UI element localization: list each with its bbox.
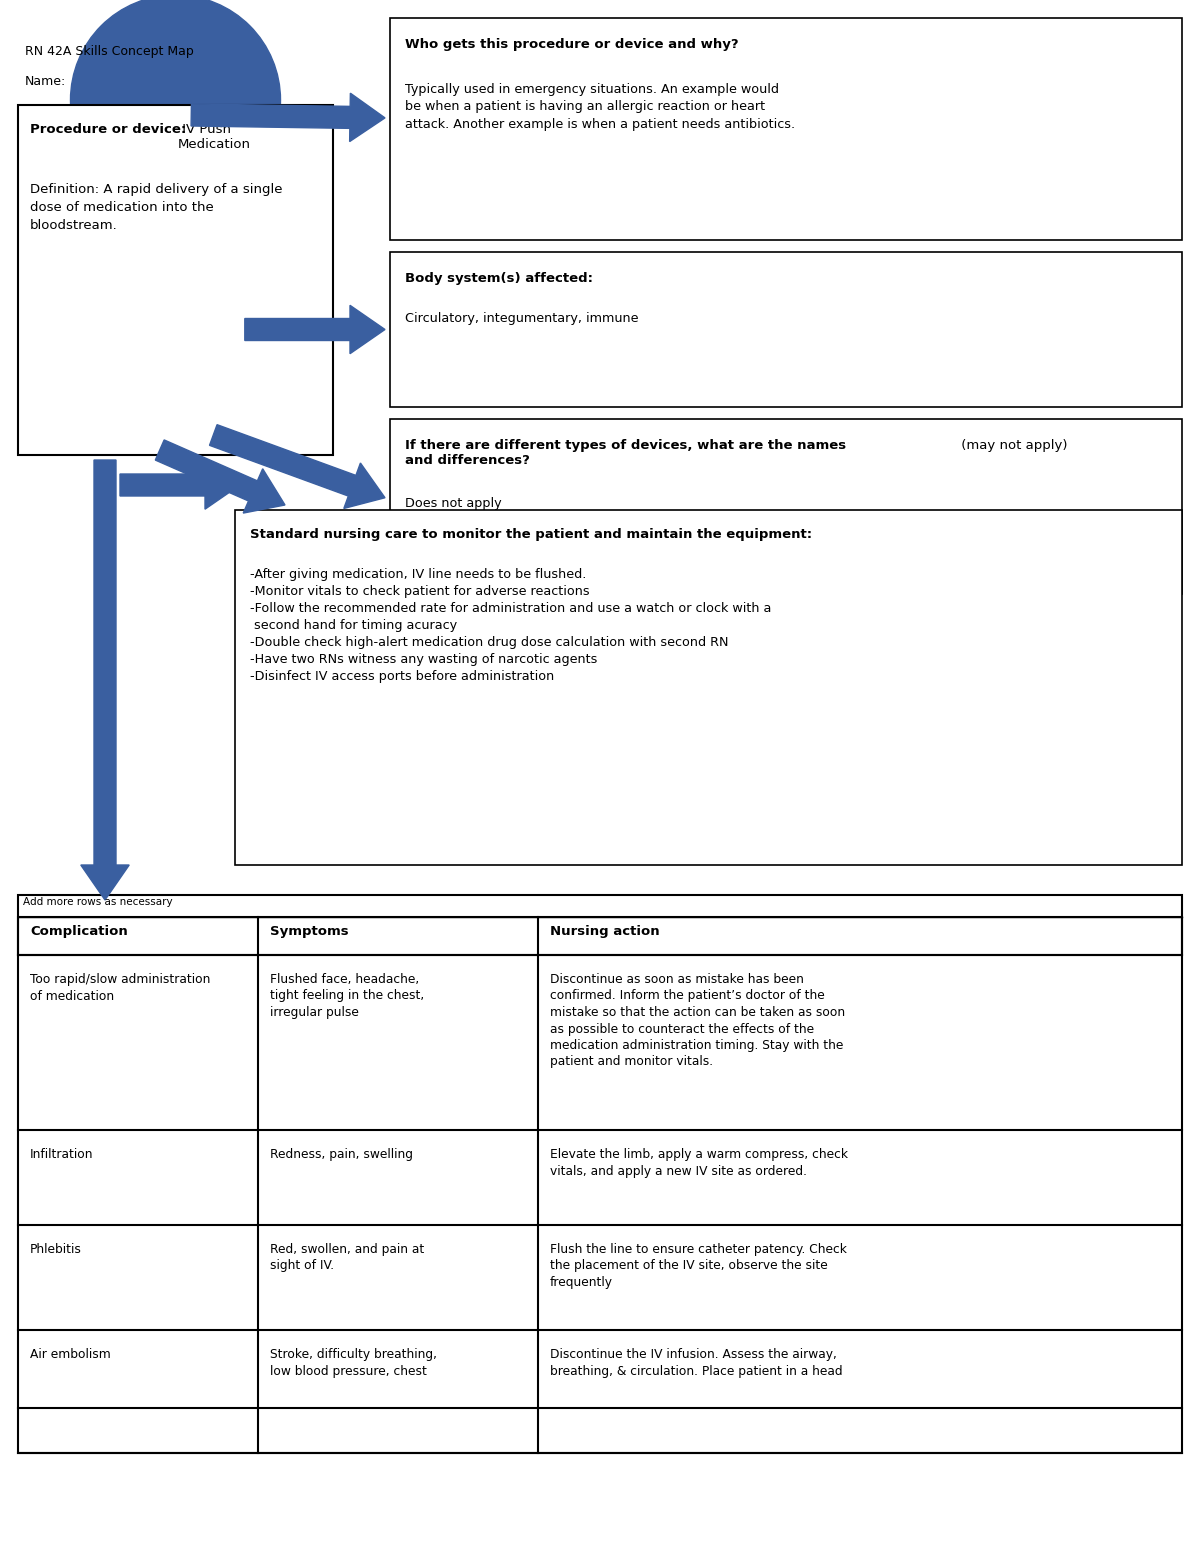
Text: Typically used in emergency situations. An example would
be when a patient is ha: Typically used in emergency situations. … <box>406 82 796 130</box>
Text: Who gets this procedure or device and why?: Who gets this procedure or device and wh… <box>406 37 739 51</box>
Text: Definition: A rapid delivery of a single
dose of medication into the
bloodstream: Definition: A rapid delivery of a single… <box>30 183 282 231</box>
Polygon shape <box>191 93 385 141</box>
Text: Redness, pain, swelling: Redness, pain, swelling <box>270 1148 413 1162</box>
Text: RN 42A Skills Concept Map: RN 42A Skills Concept Map <box>25 45 193 57</box>
Text: Body system(s) affected:: Body system(s) affected: <box>406 272 593 286</box>
FancyBboxPatch shape <box>390 19 1182 241</box>
Text: Air embolism: Air embolism <box>30 1348 110 1360</box>
Text: Stroke, difficulty breathing,
low blood pressure, chest: Stroke, difficulty breathing, low blood … <box>270 1348 437 1378</box>
Text: Nursing action: Nursing action <box>550 926 660 938</box>
Text: Procedure or device:: Procedure or device: <box>30 123 186 137</box>
Text: Too rapid/slow administration
of medication: Too rapid/slow administration of medicat… <box>30 974 210 1003</box>
Text: Discontinue the IV infusion. Assess the airway,
breathing, & circulation. Place : Discontinue the IV infusion. Assess the … <box>550 1348 842 1378</box>
Text: -After giving medication, IV line needs to be flushed.
-Monitor vitals to check : -After giving medication, IV line needs … <box>250 568 772 683</box>
Text: Flush the line to ensure catheter patency. Check
the placement of the IV site, o: Flush the line to ensure catheter patenc… <box>550 1242 847 1289</box>
Polygon shape <box>245 306 385 354</box>
Polygon shape <box>155 439 286 512</box>
Text: IV Push
Medication: IV Push Medication <box>178 123 251 151</box>
Text: Name:: Name: <box>25 75 66 89</box>
Text: Infiltration: Infiltration <box>30 1148 94 1162</box>
Text: Complication: Complication <box>30 926 127 938</box>
Text: Phlebitis: Phlebitis <box>30 1242 82 1256</box>
Text: Symptoms: Symptoms <box>270 926 349 938</box>
FancyBboxPatch shape <box>390 252 1182 407</box>
FancyBboxPatch shape <box>390 419 1182 593</box>
Text: If there are different types of devices, what are the names
and differences?: If there are different types of devices,… <box>406 439 846 467</box>
Text: Flushed face, headache,
tight feeling in the chest,
irregular pulse: Flushed face, headache, tight feeling in… <box>270 974 425 1019</box>
Circle shape <box>71 0 281 205</box>
Text: (may not apply): (may not apply) <box>958 439 1068 452</box>
FancyBboxPatch shape <box>18 916 1182 955</box>
Text: Discontinue as soon as mistake has been
confirmed. Inform the patient’s doctor o: Discontinue as soon as mistake has been … <box>550 974 845 1068</box>
FancyBboxPatch shape <box>18 106 334 455</box>
Text: Elevate the limb, apply a warm compress, check
vitals, and apply a new IV site a: Elevate the limb, apply a warm compress,… <box>550 1148 848 1177</box>
Polygon shape <box>120 461 240 509</box>
Text: Standard nursing care to monitor the patient and maintain the equipment:: Standard nursing care to monitor the pat… <box>250 528 812 540</box>
Polygon shape <box>80 460 130 901</box>
Text: Does not apply: Does not apply <box>406 497 502 509</box>
Text: Add more rows as necessary: Add more rows as necessary <box>23 898 173 907</box>
Text: Red, swollen, and pain at
sight of IV.: Red, swollen, and pain at sight of IV. <box>270 1242 425 1272</box>
Text: Circulatory, integumentary, immune: Circulatory, integumentary, immune <box>406 312 638 325</box>
FancyBboxPatch shape <box>235 509 1182 865</box>
Polygon shape <box>210 424 385 508</box>
